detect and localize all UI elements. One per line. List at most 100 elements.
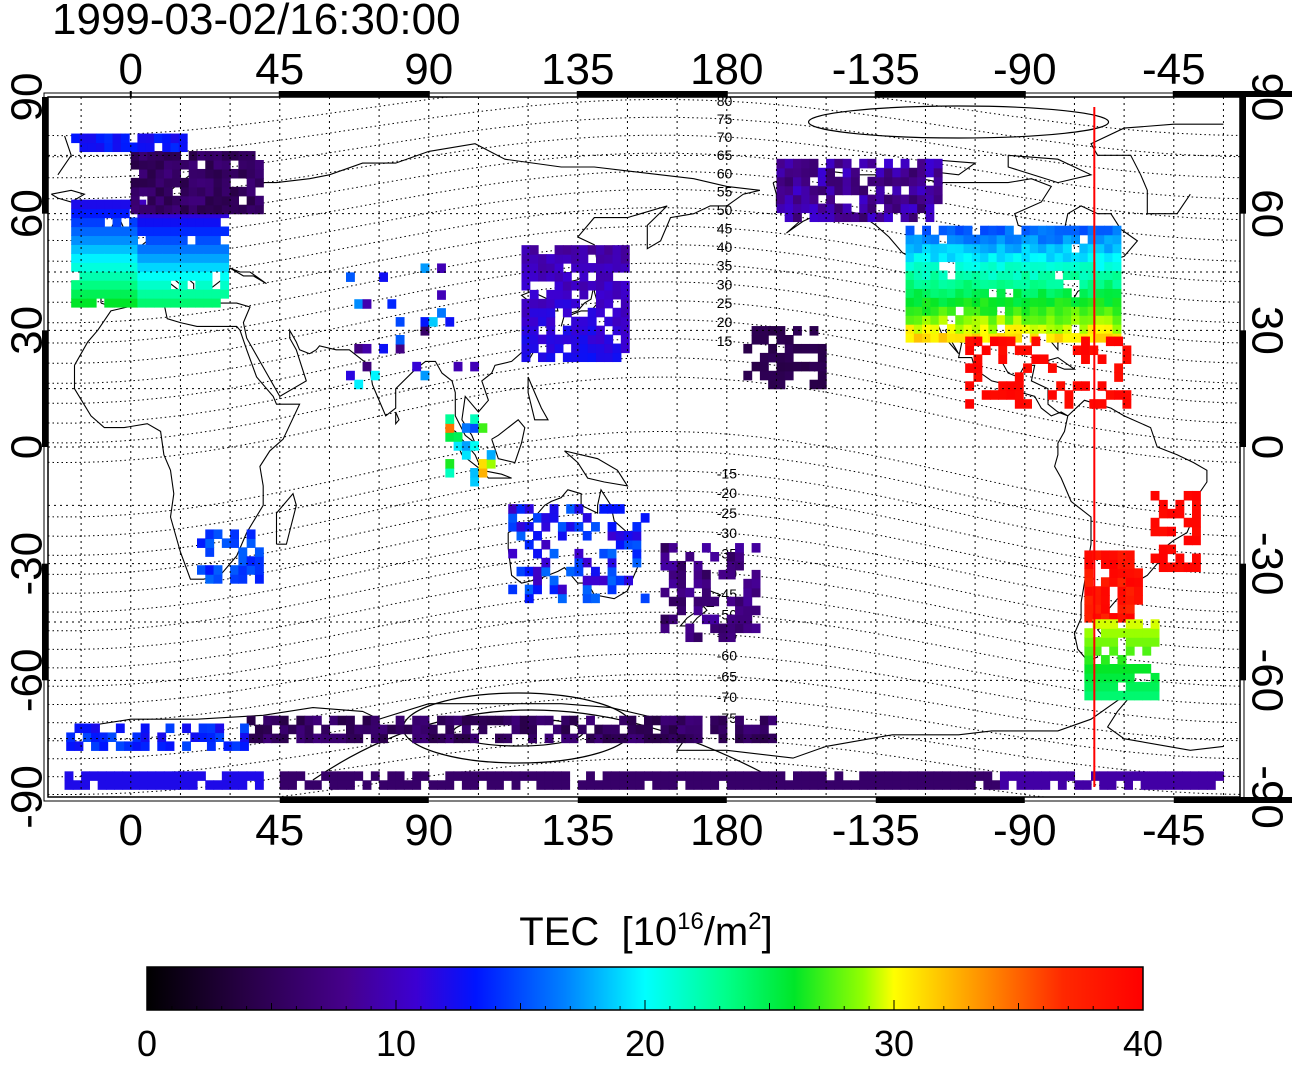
tec-block-east-asia bbox=[562, 245, 572, 255]
tec-block-patagonia bbox=[1100, 619, 1110, 629]
tec-block-east-asia bbox=[521, 263, 531, 273]
tec-block-antarctica-south bbox=[925, 771, 935, 781]
contour-line bbox=[47, 319, 1241, 404]
tec-block-north-america bbox=[1087, 270, 1097, 280]
tec-block-north-america bbox=[1046, 225, 1056, 236]
tec-block-europe bbox=[178, 226, 188, 237]
tec-block-new-zealand bbox=[660, 560, 670, 571]
tec-block-antarctica-ring bbox=[329, 733, 339, 744]
lat-tick-label-right: 90 bbox=[1242, 73, 1291, 122]
tec-block-australia bbox=[533, 531, 542, 541]
tec-block-australia bbox=[557, 531, 567, 541]
tec-block-antarctica-south bbox=[230, 771, 239, 781]
tec-block-antarctica-south bbox=[1148, 780, 1158, 790]
tec-block-east-asia bbox=[604, 263, 614, 273]
lon-tick-label-top: 0 bbox=[119, 45, 143, 94]
tec-block-antarctica-west bbox=[66, 741, 76, 751]
tec-block-south-africa bbox=[246, 565, 256, 575]
tec-block-antarctica-ring bbox=[337, 715, 347, 726]
tec-block-scattered-asia bbox=[420, 317, 430, 327]
tec-block-europe bbox=[153, 262, 163, 272]
tec-block-alaska-canada bbox=[809, 167, 819, 178]
tec-block-alaska-canada bbox=[900, 158, 910, 169]
tec-block-australia bbox=[541, 522, 551, 532]
tec-block-east-asia bbox=[620, 307, 630, 318]
tec-block-alaska-canada bbox=[867, 203, 877, 214]
tec-block-antarctica-ring bbox=[718, 733, 728, 744]
tec-block-antarctica-south bbox=[610, 771, 620, 781]
tec-block-north-america bbox=[1087, 297, 1097, 307]
contour-line bbox=[48, 431, 1241, 518]
longitude-axes: 0045459090135135180180-135-135-90-90-45-… bbox=[119, 45, 1206, 855]
tec-block-europe bbox=[129, 262, 138, 272]
tec-block-indonesia bbox=[461, 441, 471, 451]
tec-block-caribbean bbox=[1023, 345, 1032, 356]
tec-block-antarctica-south bbox=[519, 771, 529, 781]
tec-block-north-america bbox=[1062, 288, 1072, 298]
tec-block-antarctica-south bbox=[644, 771, 653, 781]
tec-block-alaska-canada bbox=[933, 167, 943, 178]
tec-block-alaska-canada bbox=[850, 185, 860, 196]
tec-block-europe bbox=[96, 217, 105, 228]
tec-block-antarctica-south bbox=[188, 780, 198, 790]
tec-block-north-america bbox=[913, 243, 923, 254]
tec-block-east-asia bbox=[546, 298, 556, 309]
tec-block-alaska-canada bbox=[826, 185, 835, 196]
tec-block-north-america bbox=[930, 270, 940, 280]
tec-block-brazil bbox=[1158, 499, 1168, 510]
tec-block-antarctica-south bbox=[180, 771, 190, 781]
tec-block-new-zealand bbox=[735, 623, 744, 634]
tec-block-australia bbox=[599, 548, 609, 559]
tec-block-antarctica-south bbox=[1107, 771, 1117, 781]
tec-block-alaska-canada bbox=[776, 185, 786, 196]
tec-block-north-america bbox=[1021, 225, 1031, 236]
tec-block-north-america bbox=[938, 225, 948, 236]
contour-label: -15 bbox=[717, 465, 737, 481]
tec-block-east-asia bbox=[595, 307, 605, 318]
lat-tick-label-right: 30 bbox=[1242, 306, 1291, 355]
tec-block-patagonia bbox=[1150, 619, 1160, 629]
tec-block-australia bbox=[566, 566, 576, 577]
tec-block-patagonia bbox=[1092, 637, 1102, 647]
tec-block-south-africa bbox=[197, 565, 206, 575]
tec-block-south-africa bbox=[246, 538, 256, 548]
tec-block-caribbean bbox=[1097, 354, 1107, 364]
tec-block-north-america bbox=[988, 270, 998, 280]
tec-block-europe bbox=[195, 298, 205, 308]
tec-block-east-asia bbox=[546, 316, 556, 327]
tec-block-new-zealand bbox=[726, 623, 736, 634]
tec-block-north-america bbox=[1112, 252, 1122, 263]
tec-block-scattered-asia bbox=[437, 290, 446, 300]
tec-block-antarctica-south bbox=[875, 771, 885, 781]
tec-block-new-zealand bbox=[726, 569, 736, 580]
tec-block-alaska-canada bbox=[817, 176, 827, 187]
coast-baffin bbox=[1007, 154, 1093, 184]
tec-block-north-america bbox=[938, 297, 948, 307]
tec-block-antarctica-west bbox=[182, 741, 191, 751]
tec-block-east-asia bbox=[554, 263, 564, 273]
tec-block-north-america bbox=[1104, 279, 1114, 289]
tec-block-europe bbox=[178, 271, 188, 281]
tec-block-east-asia bbox=[521, 352, 531, 363]
tec-block-hawaii bbox=[776, 370, 786, 381]
tec-block-europe bbox=[203, 226, 213, 237]
lon-scale-bar-bottom bbox=[279, 797, 429, 803]
tec-block-antarctica-south bbox=[867, 780, 877, 790]
tec-block-scandinavia bbox=[254, 160, 264, 170]
tec-block-antarctica-ring bbox=[610, 733, 620, 744]
tec-block-east-asia bbox=[571, 254, 581, 264]
tec-block-antarctica-ring bbox=[602, 724, 612, 735]
tec-block-east-asia bbox=[571, 325, 581, 336]
tec-block-europe bbox=[162, 280, 172, 290]
tec-block-australia bbox=[574, 522, 584, 532]
tec-block-east-asia bbox=[546, 307, 556, 318]
lon-tick-label-bottom: -45 bbox=[1142, 806, 1206, 855]
tec-block-north-america bbox=[938, 306, 948, 316]
tec-block-antarctica-ring bbox=[312, 715, 322, 726]
tec-block-north-america bbox=[922, 324, 932, 334]
tec-block-antarctica-south bbox=[1140, 780, 1150, 790]
tec-block-new-zealand bbox=[726, 596, 736, 607]
tec-block-north-america bbox=[988, 279, 998, 289]
tec-block-antarctica-south bbox=[908, 780, 918, 790]
tec-block-australia bbox=[508, 584, 518, 595]
